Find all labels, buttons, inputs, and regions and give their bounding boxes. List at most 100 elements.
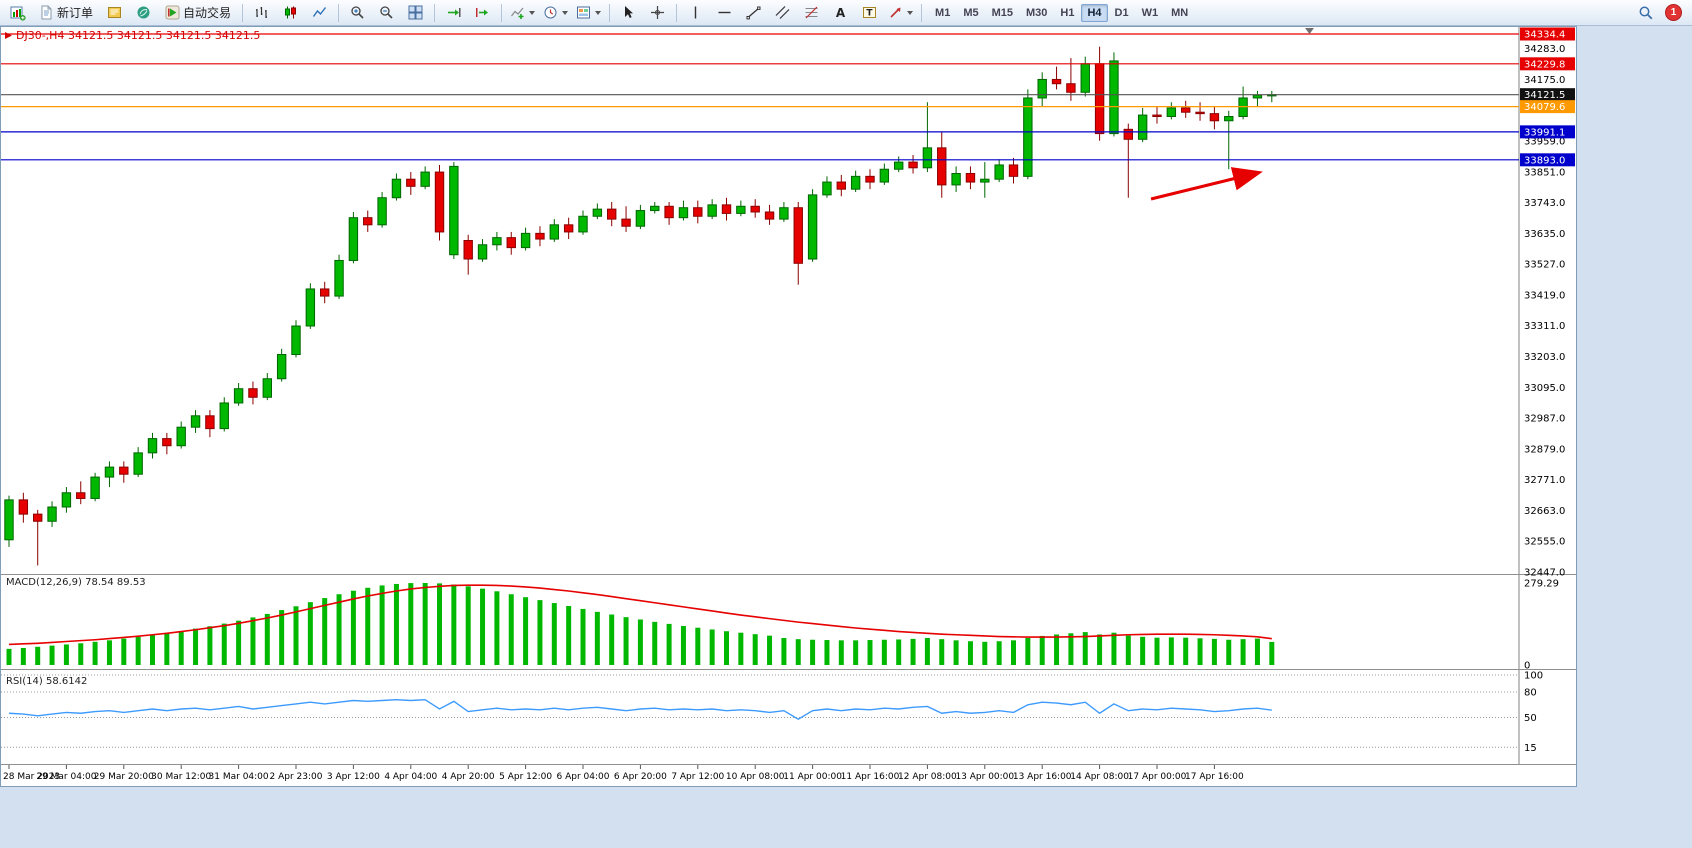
cursor-tool-button[interactable] — [615, 1, 642, 24]
text-label-icon: T — [863, 7, 877, 19]
candle — [621, 206, 631, 232]
notification-badge[interactable]: 1 — [1665, 4, 1682, 21]
zoom-in-button[interactable] — [344, 1, 371, 24]
candlestick-icon — [285, 6, 297, 19]
auto-trading-button[interactable]: 自动交易 — [159, 1, 237, 24]
periods-button[interactable] — [540, 1, 571, 24]
price-tag — [1520, 57, 1575, 71]
chevron-down-icon — [562, 10, 569, 15]
new-order-icon — [41, 5, 52, 20]
timeframe-m15-button[interactable]: M15 — [991, 6, 1013, 19]
price-axis-label: 34283.0 — [1524, 44, 1565, 55]
news-button[interactable] — [101, 1, 128, 24]
candle-body — [1224, 115, 1234, 122]
timeframe-m5-button[interactable]: M5 — [963, 6, 979, 19]
macd-histogram-bar — [580, 608, 586, 665]
chevron-down-icon — [529, 10, 536, 15]
timeframe-w1-button[interactable]: W1 — [1141, 6, 1159, 19]
macd-histogram-bar — [1211, 638, 1217, 665]
candle-body — [879, 168, 890, 183]
trend-arrow-annotation[interactable] — [1150, 167, 1263, 201]
macd-histogram-bar — [250, 617, 256, 665]
crosshair-tool-button[interactable] — [644, 1, 671, 24]
zoom-out-button[interactable] — [373, 1, 400, 24]
candle — [190, 410, 201, 433]
macd-histogram-bar — [996, 641, 1002, 665]
price-axis-label: 32987.0 — [1524, 414, 1565, 425]
text-tool-button[interactable]: A — [827, 1, 854, 24]
macd-histogram-bar — [867, 640, 873, 665]
price-tag-label: 33893.0 — [1524, 155, 1565, 166]
macd-histogram-bar — [135, 636, 141, 665]
candle — [836, 174, 846, 197]
chart-shift-marker[interactable] — [1305, 28, 1314, 34]
tile-windows-button[interactable] — [402, 1, 429, 24]
vertical-line-tool-button[interactable] — [682, 1, 709, 24]
macd-histogram-bar — [623, 617, 629, 665]
timeframe-mn-button[interactable]: MN — [1171, 6, 1189, 19]
symbol-marker-icon — [5, 32, 12, 39]
trendline-tool-button[interactable] — [740, 1, 767, 24]
macd-histogram-bar — [264, 613, 270, 665]
bar-chart-mode-button[interactable] — [248, 1, 275, 24]
candle-body — [262, 378, 273, 398]
horizontal-line-icon — [718, 11, 731, 14]
candle — [90, 472, 100, 502]
candlestick-mode-button[interactable] — [277, 1, 304, 24]
search-icon — [1639, 6, 1652, 19]
candle-body — [104, 466, 115, 478]
arrows-tool-button[interactable] — [885, 1, 916, 24]
timeframe-m1-button[interactable]: M1 — [935, 6, 951, 19]
candle-body — [750, 205, 760, 213]
community-button[interactable] — [130, 1, 157, 24]
arrows-tool-icon — [890, 7, 901, 18]
line-chart-mode-button[interactable] — [306, 1, 333, 24]
timeframe-h1-button[interactable]: H1 — [1060, 6, 1075, 19]
new-order-button[interactable]: 新订单 — [33, 1, 99, 24]
fibonacci-tool-button[interactable] — [798, 1, 825, 24]
candle — [320, 281, 330, 304]
candle-body — [1008, 164, 1019, 177]
chart-shift-button[interactable] — [469, 1, 496, 24]
timeframe-m30-button[interactable]: M30 — [1026, 6, 1048, 19]
price-axis-label: 32663.0 — [1524, 506, 1565, 517]
timeframe-h4-button[interactable]: H4 — [1081, 3, 1108, 22]
channel-tool-button[interactable] — [769, 1, 796, 24]
candle-body — [1066, 83, 1076, 93]
candle-body — [291, 325, 301, 356]
candle-body — [33, 513, 43, 522]
candle — [965, 166, 976, 190]
time-axis-label: 14 Apr 08:00 — [1070, 772, 1129, 782]
candle-body — [348, 217, 359, 261]
candle — [76, 481, 86, 505]
indicators-button[interactable] — [507, 1, 538, 24]
candle-body — [908, 161, 918, 169]
candle-body — [865, 175, 875, 183]
candle — [4, 495, 14, 547]
new-chart-button[interactable] — [4, 1, 31, 24]
candle — [793, 202, 803, 285]
timeframe-d1-button[interactable]: D1 — [1114, 6, 1129, 19]
search-button[interactable] — [1632, 1, 1659, 24]
price-axis-label: 33311.0 — [1524, 321, 1565, 332]
macd-histogram-bar — [709, 629, 715, 665]
candle — [1008, 157, 1019, 184]
candle — [707, 199, 717, 220]
horizontal-line-tool-button[interactable] — [711, 1, 738, 24]
macd-histogram-bar — [49, 645, 55, 665]
macd-histogram-bar — [652, 621, 658, 665]
price-axis-label: 33959.0 — [1524, 137, 1565, 148]
macd-histogram-bar — [150, 635, 155, 665]
macd-histogram-bar — [1226, 639, 1232, 665]
templates-button[interactable] — [573, 1, 604, 24]
zoom-out-icon — [380, 6, 393, 19]
text-label-tool-button[interactable]: T — [856, 1, 883, 24]
text-tool-icon: A — [836, 6, 846, 20]
price-axis-label: 32771.0 — [1524, 475, 1565, 486]
auto-scroll-button[interactable] — [440, 1, 467, 24]
tile-windows-icon — [408, 5, 423, 20]
vertical-line-icon — [694, 6, 697, 19]
macd-histogram-bar — [637, 619, 643, 665]
candle-body — [549, 224, 559, 240]
